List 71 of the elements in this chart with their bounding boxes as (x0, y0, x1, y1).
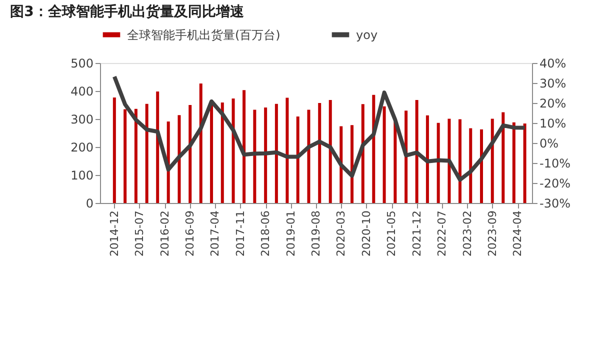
y-tick-label: 500 (70, 56, 94, 70)
bar (286, 98, 289, 203)
bar (232, 98, 235, 203)
x-tick-label: 2018-06 (259, 210, 272, 256)
x-tick-label: 2023-09 (486, 210, 499, 256)
x-tick-label: 2019-08 (309, 210, 322, 256)
bar (361, 104, 364, 203)
y-tick-label: 0 (86, 196, 94, 210)
x-tick-label: 2016-02 (158, 210, 172, 256)
y2-tick-label: 20% (540, 96, 566, 110)
bar (188, 105, 192, 203)
bar (404, 110, 408, 203)
bar (480, 129, 484, 203)
bar (328, 100, 332, 203)
bar (382, 106, 386, 203)
y2-tick-label: -20% (540, 176, 571, 190)
x-tick-label: 2020-10 (360, 210, 373, 256)
x-tick-label: 2021-12 (410, 210, 424, 256)
y2-tick-label: -30% (540, 196, 571, 210)
y2-tick-label: 0% (540, 136, 559, 150)
line-series (112, 74, 527, 182)
bar (156, 92, 160, 203)
x-tick-label: 2021-05 (385, 210, 398, 256)
y-tick-label: 300 (70, 112, 94, 126)
bar (220, 102, 224, 203)
bar (448, 118, 451, 203)
bar (469, 128, 472, 203)
bar (296, 116, 300, 203)
x-tick-label: 2017-11 (234, 210, 247, 256)
y-tick-label: 100 (70, 168, 94, 182)
bar (242, 90, 246, 203)
x-tick-label: 2020-03 (334, 210, 348, 256)
bar (394, 122, 397, 203)
chart-title: 图3：全球智能手机出货量及同比增速 (10, 3, 245, 20)
y-tick-label: 200 (70, 140, 94, 154)
x-tick-label: 2024-04 (511, 210, 524, 256)
x-tick-label: 2017-04 (208, 210, 222, 256)
y-tick-label: 400 (70, 84, 94, 98)
legend-label: yoy (356, 28, 378, 42)
bar (112, 97, 116, 203)
bar (145, 104, 148, 203)
bar (523, 123, 526, 203)
y2-tick-label: 10% (540, 116, 566, 130)
bar (199, 83, 202, 203)
y2-tick-label: 30% (540, 76, 566, 90)
bar (264, 108, 268, 203)
x-tick-label: 2019-01 (284, 210, 298, 256)
bar (415, 100, 418, 203)
x-tick-label: 2014-12 (108, 210, 121, 256)
bar (490, 118, 494, 203)
bar (307, 110, 310, 203)
bar (372, 94, 376, 203)
bar (502, 112, 505, 203)
x-tick-label: 2023-02 (460, 210, 474, 256)
bar (512, 122, 516, 203)
x-tick-label: 2015-07 (133, 210, 146, 256)
legend-label: 全球智能手机出货量(百万台) (127, 28, 280, 42)
bar (436, 122, 440, 203)
bar (134, 108, 138, 203)
bar (124, 109, 127, 203)
y2-tick-label: 40% (540, 56, 566, 70)
bar (274, 104, 278, 203)
bar (318, 103, 322, 203)
x-tick-label: 2016-09 (184, 210, 197, 256)
x-tick-label: 2022-07 (435, 210, 448, 256)
bar (340, 126, 343, 203)
bar (178, 115, 181, 203)
bar (253, 110, 256, 203)
bar (458, 119, 462, 203)
y2-tick-label: -10% (540, 156, 571, 170)
bar (426, 115, 429, 203)
